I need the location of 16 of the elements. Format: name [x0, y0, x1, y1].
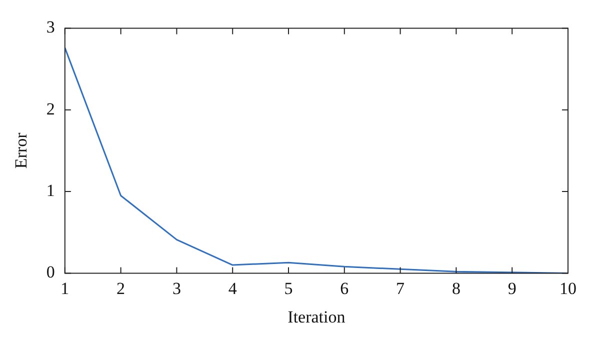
x-tick-label: 8	[452, 278, 460, 298]
x-tick-label: 2	[116, 278, 126, 298]
y-tick-label: 1	[46, 181, 55, 200]
x-tick-label: 1	[60, 278, 70, 298]
x-tick-label: 6	[340, 278, 349, 298]
y-tick-label: 0	[46, 262, 55, 282]
x-tick-label: 5	[284, 278, 293, 298]
x-tick-label: 4	[228, 278, 238, 298]
y-tick-label: 3	[46, 18, 55, 37]
x-tick-label: 7	[396, 278, 406, 298]
x-tick-label: 9	[508, 278, 516, 298]
x-tick-label: 3	[172, 278, 181, 298]
x-axis-title: Iteration	[288, 307, 346, 326]
y-axis-title: Error	[12, 132, 31, 169]
x-tick-label: 10	[560, 278, 576, 298]
y-tick-label: 2	[46, 99, 55, 118]
